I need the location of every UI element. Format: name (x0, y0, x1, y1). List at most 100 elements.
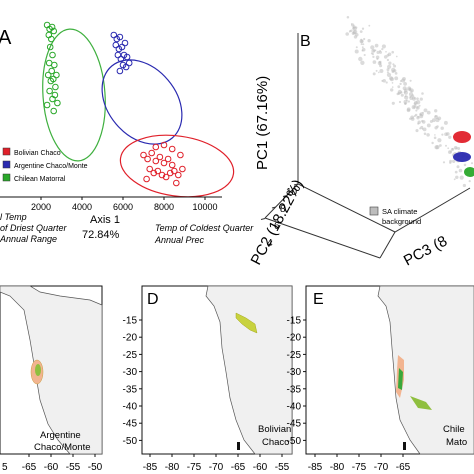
legend-label-background-1: SA climate (382, 207, 417, 216)
scatter-a-point-2-0 (140, 151, 147, 159)
d-y-tick-label-3: -30 (123, 367, 138, 378)
background-point-32 (434, 134, 436, 136)
scatter-a-point-1-13 (125, 59, 133, 67)
background-point-116 (395, 55, 398, 58)
background-point-201 (397, 85, 401, 89)
background-point-206 (377, 71, 380, 74)
scatter-a-point-1-7 (114, 51, 122, 59)
background-point-113 (421, 127, 424, 130)
e-y-tick-label-0: -15 (287, 316, 302, 327)
background-point-54 (439, 144, 442, 147)
e-y-tick-label-1: -20 (287, 333, 302, 344)
background-point-138 (457, 147, 461, 150)
panel-b-floor-edge (264, 217, 381, 259)
scatter-a-point-2-1 (144, 155, 151, 163)
background-point-110 (385, 81, 388, 84)
background-point-216 (437, 138, 442, 143)
background-point-124 (423, 132, 427, 136)
panel-b-box-frame (297, 33, 471, 233)
argentine-ellipse (101, 59, 183, 145)
c-x-tick-label-3: -50 (88, 462, 103, 473)
background-point-142 (440, 126, 444, 130)
pc2-tick-4: 4 (267, 238, 273, 249)
background-point-46 (422, 127, 427, 132)
background-point-122 (413, 101, 418, 105)
background-point-78 (396, 92, 399, 96)
e-x-tick-label-4: -65 (396, 462, 411, 473)
panel-b-pc2-axis (264, 183, 299, 219)
e-x-tick-label-1: -80 (330, 462, 345, 473)
panel-d-island (237, 442, 240, 450)
background-point-137 (388, 61, 392, 65)
background-point-106 (382, 79, 386, 83)
background-point-154 (414, 113, 418, 117)
panel-b-tick-1 (282, 195, 288, 197)
e-y-tick-label-6: -45 (287, 419, 302, 430)
background-point-143 (421, 120, 426, 124)
panel-e-landmass (377, 285, 474, 455)
background-point-93 (359, 30, 363, 33)
background-point-189 (433, 136, 437, 140)
scatter-a-point-1-0 (110, 31, 118, 39)
background-point-13 (360, 43, 363, 46)
background-point-160 (390, 88, 394, 92)
background-point-175 (404, 95, 409, 100)
background-point-52 (374, 43, 379, 48)
panel-a-x-ticks: 2000 4000 6000 8000 10000 (31, 197, 218, 212)
background-point-219 (399, 82, 402, 86)
d-x-tick-label-2: -75 (187, 462, 202, 473)
background-point-61 (407, 100, 411, 103)
scatter-a-points (43, 21, 186, 187)
pc2-tick-10: 10 (286, 187, 298, 198)
panel-b-ticks (260, 183, 299, 220)
panel-d-label-1: Bolivian (258, 424, 291, 435)
background-point-69 (463, 163, 467, 167)
background-point-107 (447, 150, 452, 155)
d-y-tick-label-4: -35 (123, 384, 138, 395)
background-point-158 (434, 115, 437, 118)
background-point-185 (392, 63, 395, 66)
background-point-62 (434, 126, 438, 130)
background-point-178 (431, 141, 434, 145)
bolivian-ellipse (119, 134, 235, 198)
background-point-183 (372, 55, 375, 59)
background-point-173 (454, 170, 458, 174)
panel-a: A Bolivian Chaco Argentine Chaco/Monte C… (0, 21, 254, 245)
background-point-15 (456, 165, 460, 169)
background-point-128 (394, 76, 399, 81)
panel-a-label: A (0, 27, 12, 49)
argentine-cloud (453, 152, 471, 162)
background-point-5 (360, 60, 365, 65)
background-point-209 (381, 44, 386, 49)
d-y-tick-label-0: -15 (123, 316, 138, 327)
panel-a-x-tick-label-0: 2000 (31, 202, 51, 212)
background-point-39 (397, 89, 402, 95)
background-point-34 (403, 82, 407, 86)
background-point-11 (386, 58, 390, 62)
background-point-37 (368, 24, 371, 27)
background-point-174 (417, 115, 420, 118)
background-point-135 (381, 79, 384, 82)
panel-d-label-2: Chaco (262, 437, 289, 448)
background-point-17 (375, 69, 378, 72)
panel-a-x-tick-label-1: 4000 (72, 202, 92, 212)
background-point-166 (350, 29, 353, 33)
background-point-111 (361, 27, 365, 30)
background-point-182 (379, 64, 383, 68)
background-point-68 (383, 55, 388, 59)
background-point-167 (451, 147, 454, 150)
scatter-a-point-1-10 (123, 53, 131, 61)
background-point-60 (370, 52, 373, 55)
scatter-a-point-1-6 (121, 39, 129, 47)
background-point-72 (418, 104, 421, 107)
background-point-12 (417, 120, 421, 124)
matorral-cloud (464, 167, 474, 177)
scatter-a-point-2-13 (166, 169, 174, 177)
background-point-6 (363, 53, 366, 57)
background-point-53 (394, 72, 398, 75)
background-point-8 (381, 47, 384, 51)
background-point-59 (391, 82, 394, 84)
scatter-a-point-0-15 (46, 87, 53, 95)
legend-swatch-matorral (2, 173, 11, 182)
d-x-tick-label-0: -85 (143, 462, 158, 473)
